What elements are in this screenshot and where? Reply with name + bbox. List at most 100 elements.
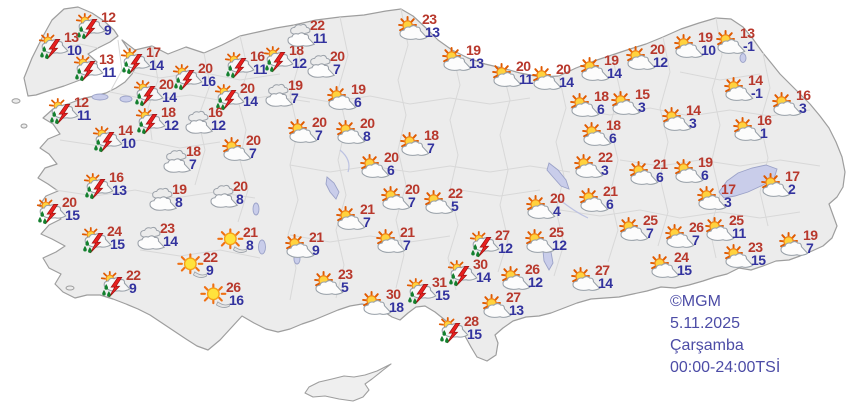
high-temp: 20	[62, 194, 77, 210]
weather-station: 17 2	[759, 168, 823, 214]
high-temp: 20	[405, 181, 420, 197]
high-temp: 20	[384, 149, 399, 165]
high-temp: 19	[466, 42, 481, 58]
weather-station: 20 11	[490, 58, 554, 104]
lake	[252, 202, 260, 216]
low-temp: 11	[732, 225, 746, 241]
low-temp: 7	[692, 232, 700, 248]
weather-station: 20 8	[334, 115, 398, 161]
high-temp: 25	[549, 224, 564, 240]
weather-station: 14 3	[660, 102, 724, 148]
low-temp: 10	[701, 42, 716, 58]
high-temp: 26	[525, 261, 540, 277]
weather-station: 25 7	[617, 212, 681, 258]
weather-station: 27 14	[569, 262, 633, 308]
low-temp: 7	[315, 127, 323, 143]
weather-station: 19 10	[672, 29, 736, 75]
weather-station: 21 6	[627, 156, 691, 202]
high-temp: 16	[796, 87, 811, 103]
high-temp: 25	[729, 212, 744, 228]
weather-station: 20 16	[172, 60, 236, 106]
weather-station: 20 14	[214, 80, 278, 126]
high-temp: 20	[240, 80, 255, 96]
high-temp: 19	[288, 77, 303, 93]
low-temp: 11	[102, 64, 116, 80]
low-temp: 13	[112, 182, 127, 198]
high-temp: 21	[309, 229, 324, 245]
weather-station: 26 16	[200, 279, 264, 325]
high-temp: 16	[757, 112, 772, 128]
low-temp: 6	[701, 167, 709, 183]
weather-station: 23 13	[396, 11, 460, 57]
weather-station: 16 11	[224, 48, 288, 94]
weather-station: 15 3	[609, 86, 673, 132]
high-temp: 19	[604, 52, 619, 68]
low-temp: 9	[129, 280, 137, 296]
low-temp: 8	[236, 191, 244, 207]
high-temp: 13	[64, 29, 79, 45]
high-temp: 16	[109, 169, 124, 185]
low-temp: 8	[363, 128, 371, 144]
weather-station: 13 11	[73, 51, 137, 97]
low-temp: 15	[65, 207, 80, 223]
high-temp: 18	[186, 143, 201, 159]
low-temp: 12	[498, 240, 513, 256]
lake-van	[718, 164, 778, 199]
low-temp: 12	[292, 55, 307, 71]
cyprus-island	[304, 363, 392, 402]
weather-station: 22 9	[177, 249, 241, 295]
high-temp: 19	[698, 29, 713, 45]
weather-station: 19 8	[146, 181, 210, 227]
lake	[739, 53, 747, 63]
weather-station: 27 13	[480, 289, 544, 335]
high-temp: 19	[172, 181, 187, 197]
low-temp: 15	[435, 287, 450, 303]
weather-station: 23 5	[312, 266, 376, 312]
weather-station: 22 5	[422, 185, 486, 231]
weather-station: 24 15	[81, 223, 145, 269]
weather-station: 21 9	[283, 229, 347, 275]
high-temp: 26	[226, 279, 241, 295]
weather-station: 25 12	[523, 224, 587, 270]
weather-station: 27 12	[469, 227, 533, 273]
weather-station: 13 10	[38, 29, 102, 75]
low-temp: 12	[164, 117, 179, 133]
weather-station: 20 12	[624, 41, 688, 87]
high-temp: 19	[803, 227, 818, 243]
high-temp: 19	[698, 154, 713, 170]
low-temp: 14	[243, 93, 258, 109]
weather-station: 30 14	[447, 256, 511, 302]
attribution-period: 00:00-24:00TSİ	[670, 359, 781, 376]
high-temp: 21	[653, 156, 668, 172]
lake-keban	[546, 162, 570, 190]
weather-station: 24 15	[648, 249, 712, 295]
low-temp: 7	[646, 225, 654, 241]
high-temp: 23	[160, 220, 175, 236]
lake	[258, 239, 266, 255]
weather-station: 23 15	[722, 239, 786, 285]
high-temp: 24	[674, 249, 689, 265]
low-temp: 7	[333, 61, 341, 77]
high-temp: 22	[448, 185, 463, 201]
high-temp: 20	[650, 41, 665, 57]
low-temp: 13	[469, 55, 484, 71]
high-temp: 21	[243, 224, 258, 240]
high-temp: 17	[721, 181, 736, 197]
weather-station: 21 8	[217, 224, 281, 270]
weather-station: 20 7	[220, 132, 284, 178]
high-temp: 28	[464, 313, 479, 329]
low-temp: 7	[427, 140, 435, 156]
high-temp: 17	[146, 44, 161, 60]
high-temp: 20	[233, 178, 248, 194]
high-temp: 16	[208, 104, 223, 120]
high-temp: 30	[473, 256, 488, 272]
weather-station: 22 11	[284, 17, 348, 63]
weather-station: 20 7	[379, 181, 443, 227]
weather-station: 28 15	[438, 313, 502, 359]
weather-station: 20 7	[286, 114, 350, 160]
weather-station: 19 6	[672, 154, 736, 200]
island	[65, 285, 75, 291]
low-temp: 16	[229, 292, 244, 308]
weather-station: 19 6	[325, 81, 389, 127]
